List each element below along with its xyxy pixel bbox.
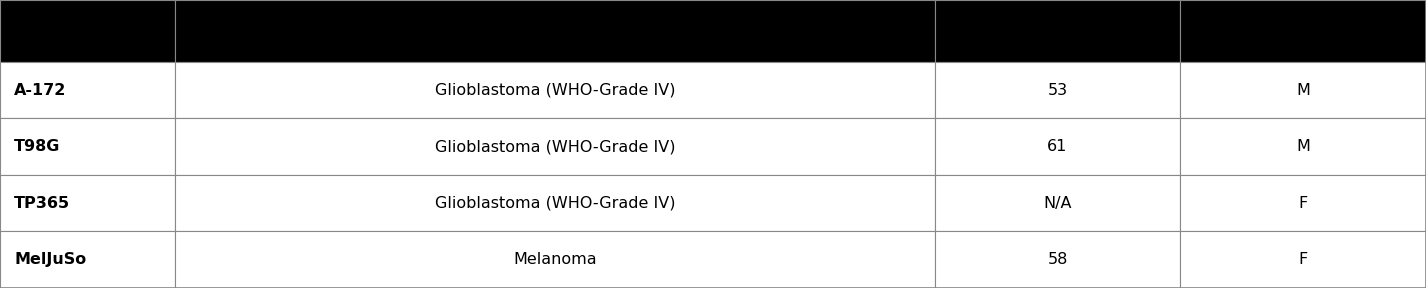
Bar [1179, 175, 1426, 231]
Text: TP365: TP365 [14, 196, 70, 211]
Text: N/A: N/A [1044, 196, 1072, 211]
Text: M: M [1296, 83, 1310, 98]
Bar [935, 175, 1179, 231]
Text: MelJuSo: MelJuSo [14, 252, 87, 267]
Text: F: F [1299, 252, 1308, 267]
Bar [0, 62, 175, 118]
Bar [1179, 118, 1426, 175]
Text: 53: 53 [1048, 83, 1068, 98]
Bar [935, 231, 1179, 288]
Bar [935, 62, 1179, 118]
Text: A-172: A-172 [14, 83, 67, 98]
Text: Glioblastoma (WHO-Grade IV): Glioblastoma (WHO-Grade IV) [435, 139, 676, 154]
Bar [1179, 62, 1426, 118]
Text: Melanoma: Melanoma [513, 252, 597, 267]
Bar [0, 175, 175, 231]
Bar [175, 0, 935, 62]
Text: F: F [1299, 196, 1308, 211]
Text: 61: 61 [1047, 139, 1068, 154]
Bar [175, 62, 935, 118]
Bar [935, 0, 1179, 62]
Bar [935, 118, 1179, 175]
Bar [1179, 231, 1426, 288]
Text: M: M [1296, 139, 1310, 154]
Bar [175, 231, 935, 288]
Bar [175, 175, 935, 231]
Text: Glioblastoma (WHO-Grade IV): Glioblastoma (WHO-Grade IV) [435, 196, 676, 211]
Bar [175, 118, 935, 175]
Bar [0, 0, 175, 62]
Bar [0, 118, 175, 175]
Text: Glioblastoma (WHO-Grade IV): Glioblastoma (WHO-Grade IV) [435, 83, 676, 98]
Text: T98G: T98G [14, 139, 61, 154]
Bar [1179, 0, 1426, 62]
Bar [0, 231, 175, 288]
Text: 58: 58 [1047, 252, 1068, 267]
